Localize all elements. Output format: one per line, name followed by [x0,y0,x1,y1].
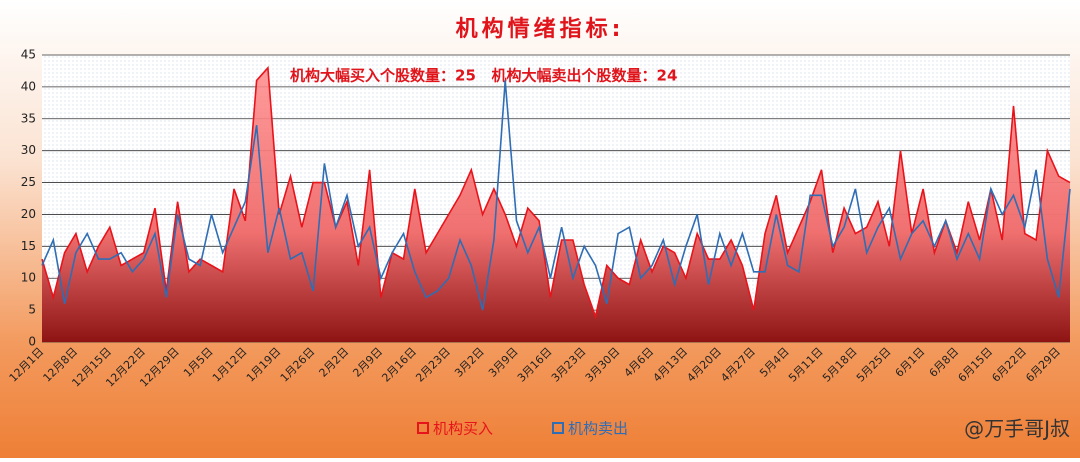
y-tick-label: 0 [28,335,36,349]
y-tick-label: 15 [21,239,36,253]
legend-label: 机构买入 [433,420,493,438]
y-tick-label: 25 [21,175,36,189]
y-tick-label: 35 [21,111,36,125]
y-tick-label: 5 [28,303,36,317]
line [41,80,1071,311]
chart-title: 机构情绪指标: [456,16,625,42]
area [42,67,1070,343]
annotation: 机构大幅买入个股数量：25 机构大幅卖出个股数量：24 [290,67,677,85]
y-tick-label: 40 [21,79,36,93]
y-tick-label: 10 [21,271,36,285]
y-tick-label: 30 [21,143,36,157]
watermark: @万手哥J叔 [964,417,1070,441]
legend-label: 机构卖出 [568,420,628,438]
legend-swatch [552,422,564,434]
line [41,65,1071,320]
y-tick-label: 20 [21,207,36,221]
y-tick-label: 45 [21,48,36,62]
legend-swatch [417,422,429,434]
